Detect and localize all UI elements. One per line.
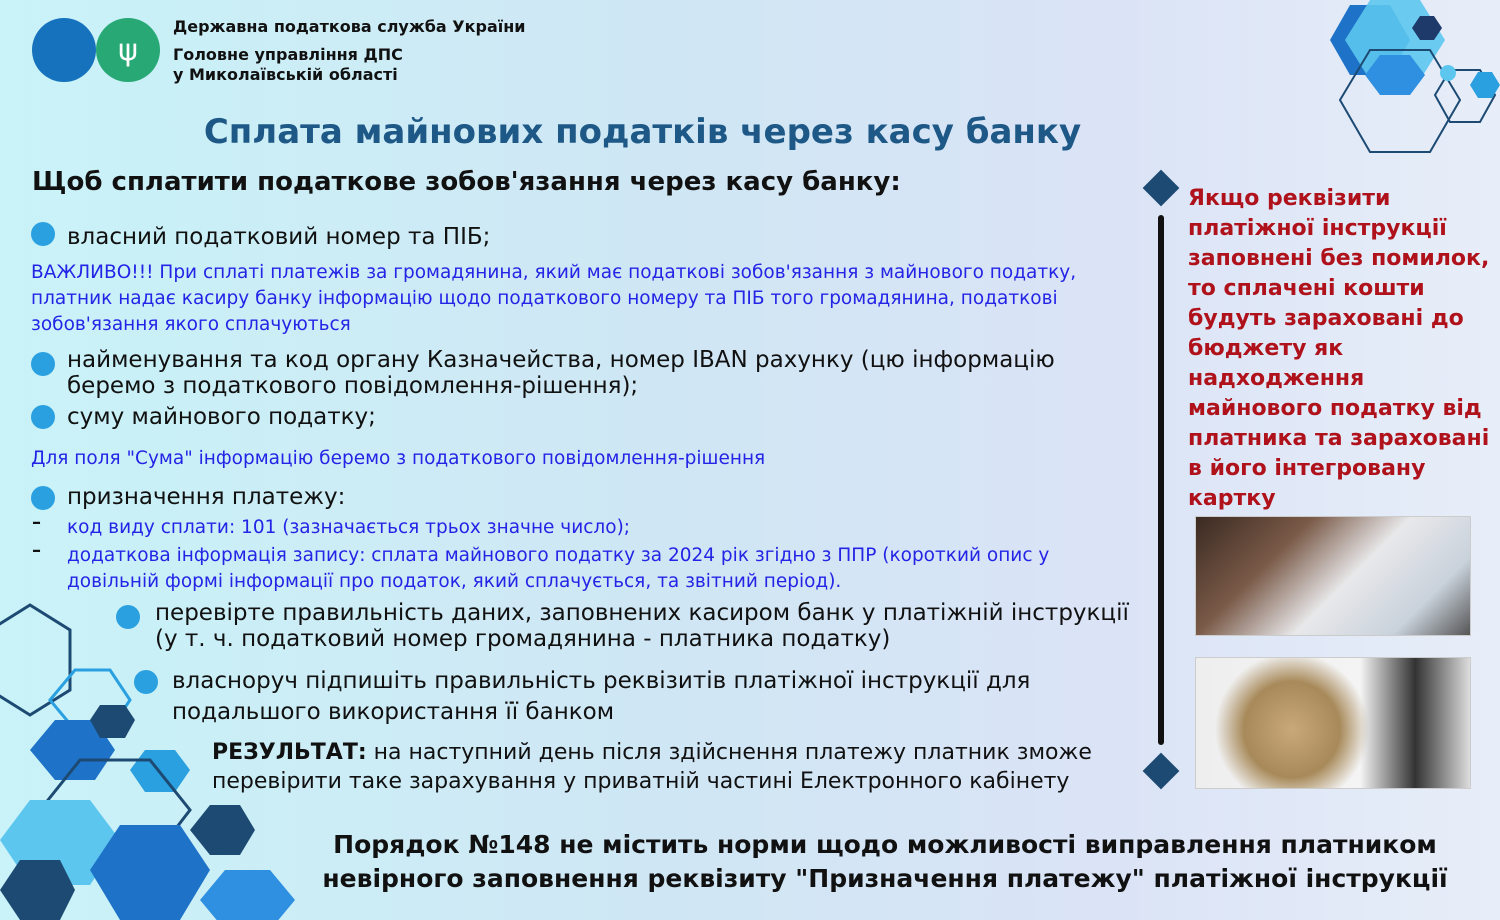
dash-icon: – (32, 512, 41, 533)
list-item: призначення платежу: (67, 484, 346, 510)
photo-calculator-document (1195, 516, 1471, 636)
org-name: Державна податкова служба України (173, 17, 526, 36)
list-item: суму майнового податку; (67, 404, 376, 430)
diamond-icon (1142, 752, 1180, 790)
page-title: Сплата майнових податків через касу банк… (203, 112, 1082, 152)
dash-icon: – (32, 540, 41, 561)
sub-item: додаткова інформація запису: сплата майн… (67, 545, 1050, 592)
bullet-icon (31, 222, 55, 246)
diamond-icon (1142, 169, 1180, 207)
org-region: у Миколаївській області (173, 65, 398, 84)
divider (1158, 215, 1164, 745)
sum-note: Для поля "Сума" інформацію беремо з пода… (31, 448, 766, 469)
subtitle: Щоб сплатити податкове зобов'язання чере… (32, 167, 901, 197)
list-item: власний податковий номер та ПІБ; (67, 224, 491, 250)
hexagon-decoration (1330, 0, 1500, 153)
side-note: Якщо реквізити платіжної інструкції запо… (1188, 186, 1490, 511)
list-item: перевірте правильність даних, заповнених… (155, 600, 1129, 652)
result-text: РЕЗУЛЬТАТ: на наступний день після здійс… (212, 738, 1112, 796)
bullet-icon (31, 405, 55, 429)
bullet-icon (134, 670, 158, 694)
bullet-icon (31, 486, 55, 510)
list-item: власноруч підпишіть правильність реквізи… (172, 668, 1031, 725)
org-department: Головне управління ДПС (173, 45, 403, 64)
trident-icon: ψ (96, 18, 160, 82)
footer-note: Порядок №148 не містить норми щодо можли… (322, 830, 1448, 893)
result-label: РЕЗУЛЬТАТ: (212, 740, 367, 765)
list-item: найменування та код органу Казначейства,… (67, 347, 1055, 399)
important-note: ВАЖЛИВО!!! При сплаті платежів за громад… (31, 262, 1077, 335)
bullet-icon (116, 605, 140, 629)
bullet-icon (31, 352, 55, 376)
hexagon-decoration-bottom (0, 603, 295, 920)
photo-money-bag (1195, 657, 1471, 789)
dps-logo-blue-circle (32, 18, 96, 82)
sub-item: код виду сплати: 101 (зазначається трьох… (67, 517, 631, 538)
result-body: на наступний день після здійснення плате… (212, 740, 1092, 794)
